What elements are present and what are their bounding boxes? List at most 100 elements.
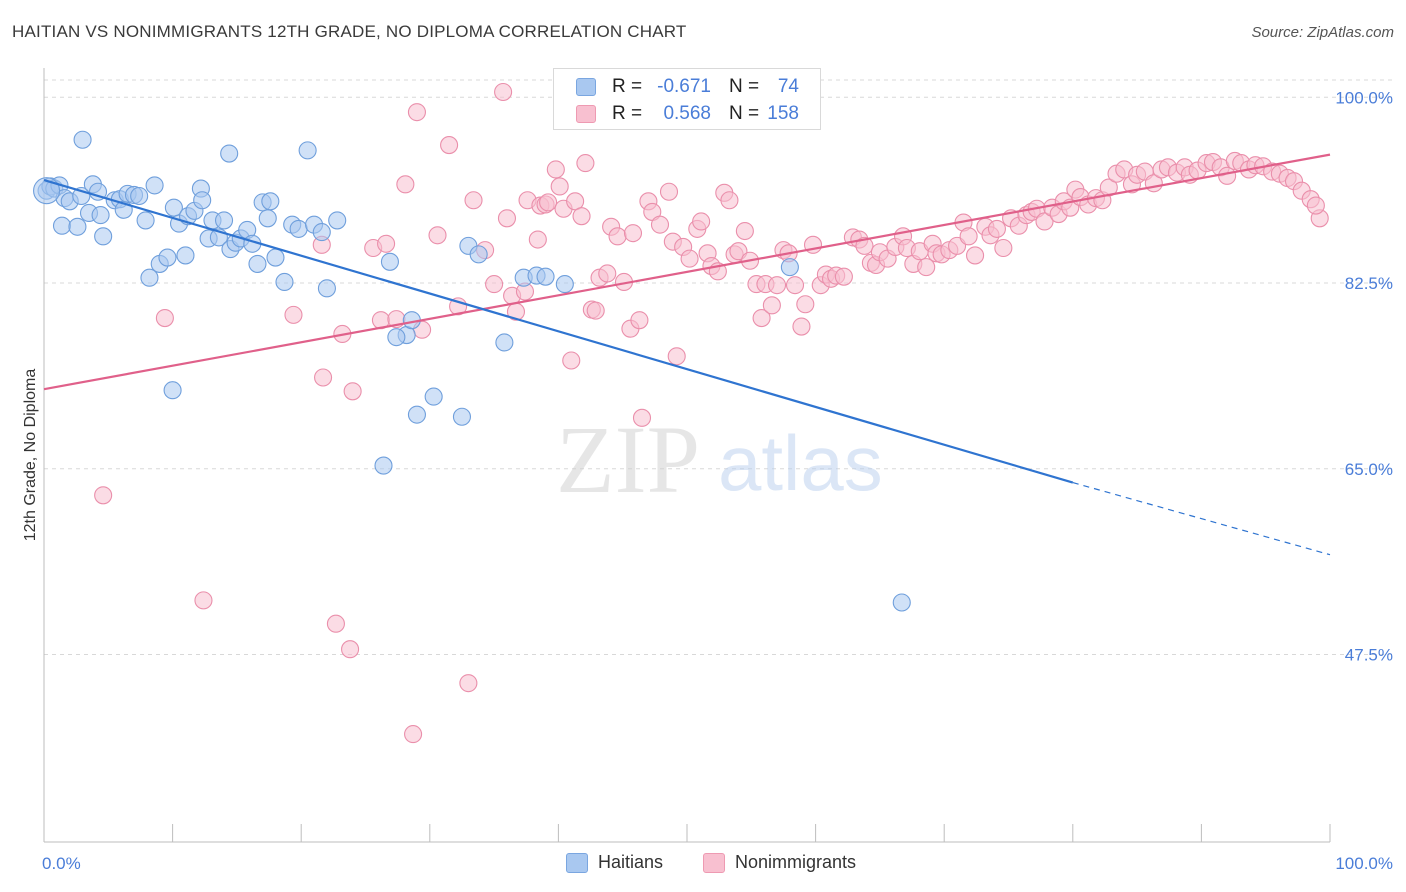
haitians-point bbox=[780, 258, 799, 277]
nonimmigrants-point bbox=[572, 207, 591, 226]
nonimmigrants-point bbox=[667, 347, 686, 366]
nonimmigrants-point bbox=[632, 408, 652, 427]
haitians-point bbox=[289, 219, 308, 238]
haitians-point bbox=[214, 211, 234, 230]
nonimmigrants-point bbox=[630, 311, 649, 330]
nonimmigrants-point bbox=[855, 236, 874, 255]
x-tick-label: 100.0% bbox=[1335, 854, 1393, 873]
nonimmigrants-point bbox=[586, 301, 605, 320]
nonimmigrants-point bbox=[528, 230, 547, 249]
haitians-point bbox=[261, 192, 280, 211]
nonimmigrants-point bbox=[343, 382, 362, 401]
x-tick-label: 0.0% bbox=[42, 854, 81, 873]
nonimmigrants-point bbox=[440, 136, 459, 155]
nonimmigrants-point bbox=[326, 614, 345, 633]
haitians-point bbox=[88, 182, 108, 201]
nonimmigrants-point bbox=[767, 276, 787, 295]
legend-label: Nonimmigrants bbox=[735, 852, 857, 872]
nonimmigrants-point bbox=[987, 219, 1006, 238]
nonimmigrants-point bbox=[497, 209, 517, 228]
haitians-point bbox=[424, 387, 443, 406]
haitians-point bbox=[275, 272, 294, 292]
r-value: 0.568 bbox=[663, 103, 711, 124]
nonimmigrants-point bbox=[155, 309, 174, 328]
nonimmigrants-point bbox=[428, 226, 447, 245]
haitians-point bbox=[374, 456, 393, 475]
nonimmigrants-point bbox=[546, 160, 565, 179]
nonimmigrants-point bbox=[284, 305, 303, 324]
nonimmigrants-point bbox=[539, 193, 558, 212]
tick-labels: 47.5% 65.0% 82.5% 100.0% 0.0% 100.0% bbox=[42, 88, 1393, 873]
nonimmigrants-point bbox=[834, 267, 853, 286]
n-label: N = bbox=[729, 76, 760, 97]
chart-source: Source: ZipAtlas.com bbox=[1251, 24, 1394, 41]
haitians-point bbox=[495, 333, 514, 352]
n-value: 158 bbox=[767, 103, 799, 124]
r-label: R = bbox=[612, 103, 643, 124]
r-label: R = bbox=[612, 76, 643, 97]
nonimmigrants-point bbox=[459, 674, 478, 693]
nonimmigrants-swatch bbox=[576, 105, 596, 123]
haitians-point-large bbox=[33, 177, 61, 205]
nonimmigrants-point bbox=[94, 486, 113, 505]
nonimmigrants-points bbox=[94, 82, 1329, 744]
haitians-point bbox=[145, 176, 164, 195]
haitians-point bbox=[130, 186, 149, 206]
legend-item-haitians[interactable]: Haitians bbox=[566, 852, 663, 873]
haitians-point bbox=[73, 130, 92, 149]
haitians-point bbox=[555, 275, 574, 294]
haitians-point bbox=[193, 191, 212, 210]
y-tick-label: 82.5% bbox=[1345, 274, 1393, 293]
stats-legend: R = -0.671 N = 74 R = 0.568 N = 158 bbox=[553, 68, 821, 130]
legend-label: Haitians bbox=[598, 852, 664, 872]
haitians-point bbox=[94, 227, 113, 246]
nonimmigrants-point bbox=[1035, 212, 1054, 231]
y-tick-label: 65.0% bbox=[1345, 460, 1393, 479]
nonimmigrants-trend-line bbox=[43, 153, 1331, 391]
haitians-trend-extension bbox=[1072, 481, 1331, 556]
nonimmigrants-point bbox=[314, 368, 333, 387]
nonimmigrants-point bbox=[494, 82, 513, 102]
haitians-point bbox=[266, 248, 285, 267]
haitians-point bbox=[407, 405, 426, 424]
y-axis-label: 12th Grade, No Diploma bbox=[22, 369, 39, 542]
haitians-swatch bbox=[576, 78, 596, 96]
n-value: 74 bbox=[777, 76, 799, 97]
haitians-trend-line bbox=[43, 179, 1074, 484]
haitians-point bbox=[68, 217, 87, 236]
watermark: ZIP atlas bbox=[556, 406, 883, 513]
haitians-point bbox=[52, 216, 72, 235]
nonimmigrants-point bbox=[1218, 166, 1237, 185]
nonimmigrants-point bbox=[598, 264, 617, 283]
haitians-point bbox=[452, 407, 472, 426]
haitians-point bbox=[136, 211, 155, 230]
haitians-point bbox=[91, 206, 110, 225]
haitians-point bbox=[317, 279, 336, 298]
nonimmigrants-point bbox=[1306, 196, 1325, 215]
nonimmigrants-point bbox=[735, 221, 754, 241]
nonimmigrants-point bbox=[608, 227, 627, 246]
stats-legend-row-haitians: R = -0.671 N = 74 bbox=[554, 73, 820, 101]
haitians-point bbox=[387, 328, 406, 347]
nonimmigrants-point bbox=[680, 249, 699, 268]
haitians-point bbox=[140, 268, 159, 287]
haitians-point bbox=[176, 246, 195, 265]
haitians-point bbox=[892, 593, 911, 612]
haitians-point bbox=[469, 245, 488, 264]
nonimmigrants-point bbox=[623, 224, 643, 243]
nonimmigrants-point bbox=[796, 295, 815, 314]
nonimmigrants-point bbox=[752, 309, 771, 328]
nonimmigrants-point bbox=[959, 227, 978, 246]
trend-lines bbox=[43, 153, 1331, 556]
nonimmigrants-point bbox=[576, 154, 595, 173]
nonimmigrants-point bbox=[792, 317, 811, 336]
n-label: N = bbox=[729, 103, 760, 124]
legend-item-nonimmigrants[interactable]: Nonimmigrants bbox=[703, 852, 856, 873]
chart-title: HAITIAN VS NONIMMIGRANTS 12TH GRADE, NO … bbox=[12, 22, 687, 41]
haitians-point bbox=[312, 223, 331, 242]
nonimmigrants-point bbox=[720, 191, 739, 210]
y-tick-label: 47.5% bbox=[1345, 646, 1393, 665]
nonimmigrants-point bbox=[404, 725, 423, 744]
nonimmigrants-point bbox=[194, 591, 213, 610]
nonimmigrants-point bbox=[396, 175, 415, 194]
